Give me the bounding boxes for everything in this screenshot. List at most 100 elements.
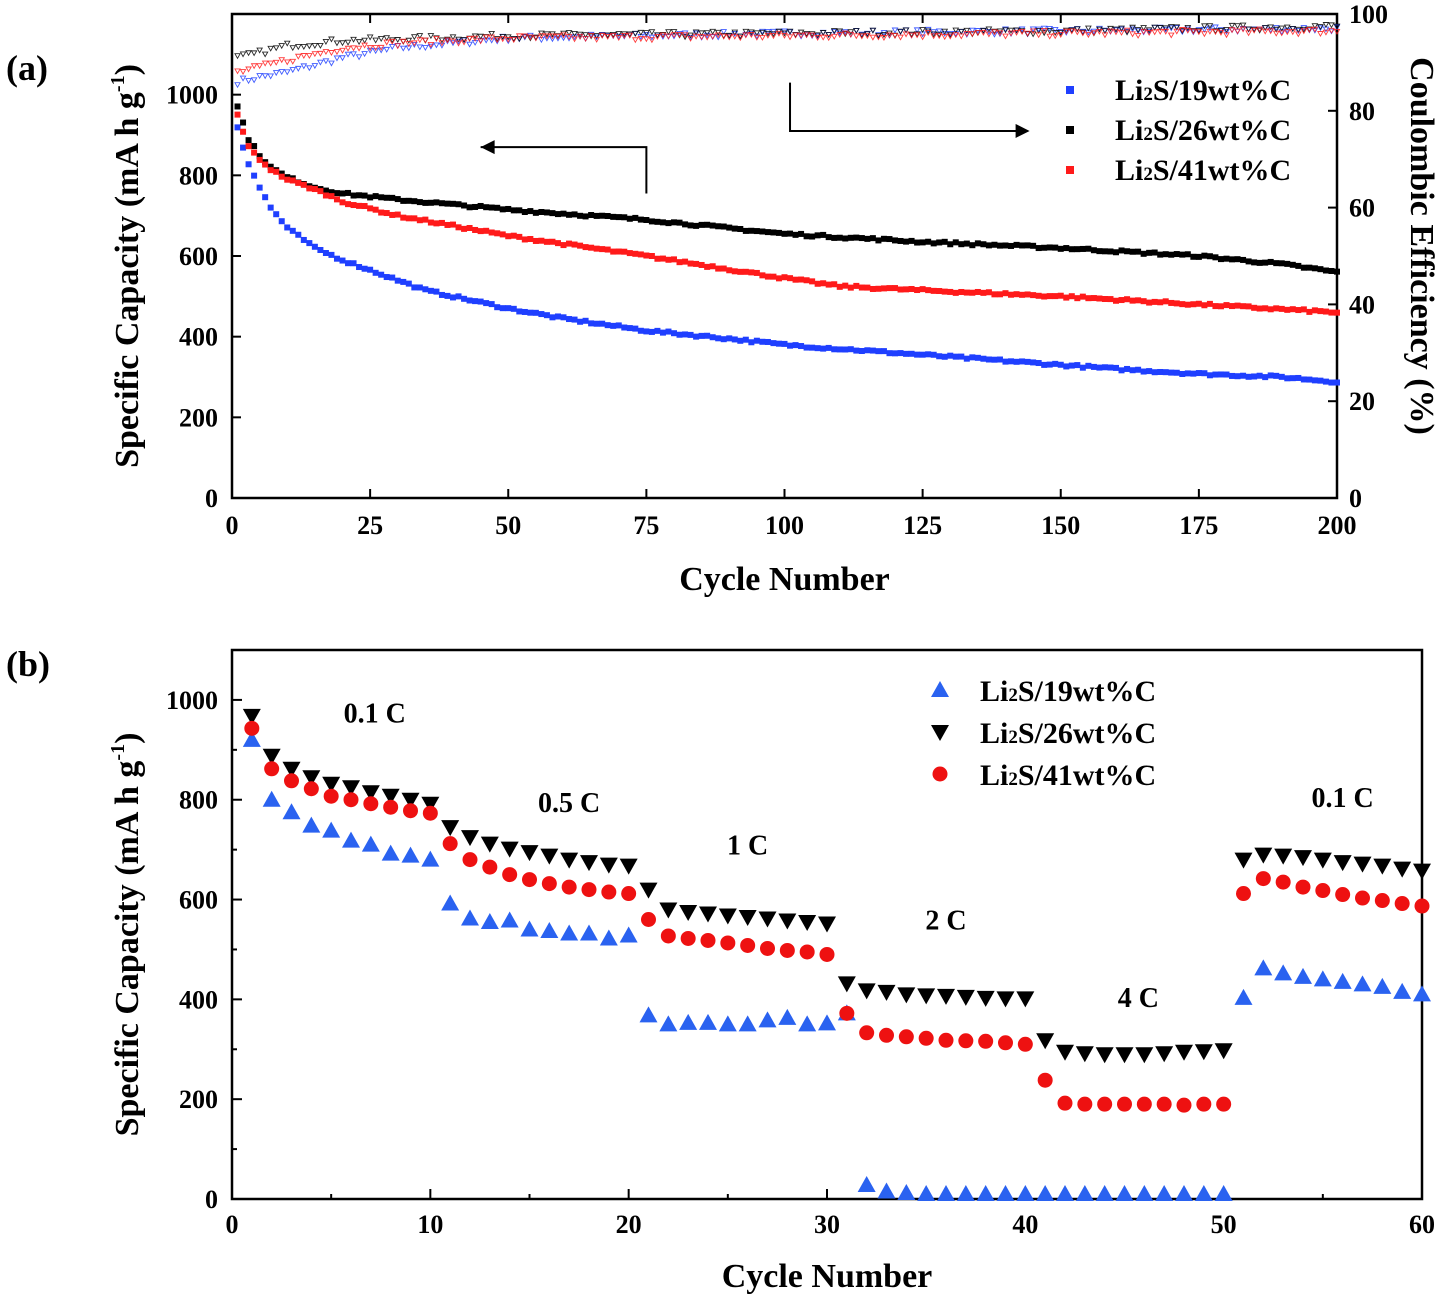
y-tick-label-a: 0 <box>205 484 218 513</box>
ce-point <box>416 44 424 51</box>
capacity-point <box>416 199 423 206</box>
ce-point <box>1013 29 1020 36</box>
data-point <box>760 940 775 956</box>
y-tick-label-a: 200 <box>179 403 218 432</box>
ce-point <box>963 31 971 38</box>
ce-point <box>703 30 711 37</box>
ce-point <box>930 33 938 40</box>
ce-point <box>1195 28 1203 35</box>
capacity-point <box>764 229 771 236</box>
ce-point <box>1212 29 1219 36</box>
capacity-point <box>1229 256 1236 263</box>
capacity-point <box>416 284 423 291</box>
data-point <box>1275 874 1291 890</box>
capacity-point <box>648 328 655 335</box>
capacity-point <box>853 234 860 241</box>
ce-point <box>449 40 457 47</box>
capacity-point <box>908 286 915 293</box>
ce-point <box>1145 30 1153 37</box>
ce-point <box>897 28 904 35</box>
capacity-point <box>1201 370 1208 377</box>
capacity-point <box>588 212 595 219</box>
capacity-point <box>1300 376 1307 383</box>
capacity-point <box>682 221 689 228</box>
capacity-point <box>682 331 689 338</box>
capacity-point <box>1135 297 1142 304</box>
ce-point <box>919 27 926 34</box>
ce-point <box>946 33 954 40</box>
capacity-point <box>1262 305 1269 312</box>
ce-point <box>350 36 357 43</box>
data-point <box>976 990 995 1007</box>
ce-point <box>902 31 910 38</box>
capacity-point <box>466 225 473 232</box>
ce-point <box>510 37 518 44</box>
capacity-point <box>1146 299 1153 306</box>
ce-point <box>1090 30 1098 37</box>
capacity-point <box>676 219 683 226</box>
ce-point <box>1333 28 1341 35</box>
data-point <box>1234 988 1253 1005</box>
ce-point <box>410 34 418 41</box>
ce-point <box>1212 24 1219 31</box>
capacity-point <box>809 233 816 240</box>
capacity-point <box>549 238 556 245</box>
capacity-point <box>1190 253 1197 260</box>
data-point <box>1097 1096 1113 1112</box>
data-point <box>282 803 301 820</box>
capacity-point <box>814 280 821 287</box>
ce-point <box>267 45 275 52</box>
ce-point <box>532 35 540 42</box>
ce-point <box>1007 30 1015 37</box>
ce-point <box>1333 23 1341 30</box>
ce-point <box>350 45 357 52</box>
capacity-point <box>886 236 893 243</box>
ce-point <box>339 40 346 47</box>
capacity-point <box>267 204 274 211</box>
data-point <box>619 926 638 943</box>
ce-point <box>1118 26 1125 33</box>
capacity-point <box>1195 300 1202 307</box>
capacity-point <box>1035 245 1042 252</box>
ce-point <box>311 51 319 58</box>
capacity-point <box>864 284 871 291</box>
capacity-point <box>273 168 280 175</box>
ce-point <box>1223 32 1230 39</box>
capacity-point <box>1101 248 1108 255</box>
capacity-point <box>1063 245 1070 252</box>
capacity-point <box>985 242 992 249</box>
ce-point <box>957 33 965 40</box>
capacity-point <box>278 173 285 180</box>
ce-point <box>759 34 766 41</box>
ce-point <box>377 36 385 42</box>
ce-point <box>1073 29 1081 36</box>
capacity-point <box>1085 295 1092 302</box>
capacity-point <box>974 354 981 361</box>
capacity-point <box>472 226 479 233</box>
data-point <box>1353 975 1372 992</box>
ce-point <box>526 34 534 41</box>
capacity-point <box>361 265 368 272</box>
capacity-point <box>704 263 711 270</box>
x-tick-label-a: 25 <box>357 511 383 540</box>
capacity-point <box>494 230 501 237</box>
ce-point <box>1201 26 1208 33</box>
ce-point <box>361 51 368 58</box>
ce-point <box>1178 28 1186 35</box>
capacity-point <box>306 185 313 192</box>
capacity-point <box>659 219 666 226</box>
ce-point <box>1300 26 1308 33</box>
ce-point <box>405 37 413 44</box>
data-point <box>1175 1044 1193 1061</box>
capacity-point <box>637 327 644 334</box>
data-point <box>1255 871 1271 887</box>
data-point <box>1353 856 1372 873</box>
ce-point <box>471 35 479 42</box>
capacity-point <box>958 288 965 295</box>
ce-point <box>770 31 777 38</box>
ce-point <box>416 37 424 44</box>
capacity-point <box>1251 304 1258 311</box>
ce-point <box>1057 28 1065 35</box>
capacity-point <box>1300 264 1307 271</box>
ce-point <box>305 43 313 50</box>
